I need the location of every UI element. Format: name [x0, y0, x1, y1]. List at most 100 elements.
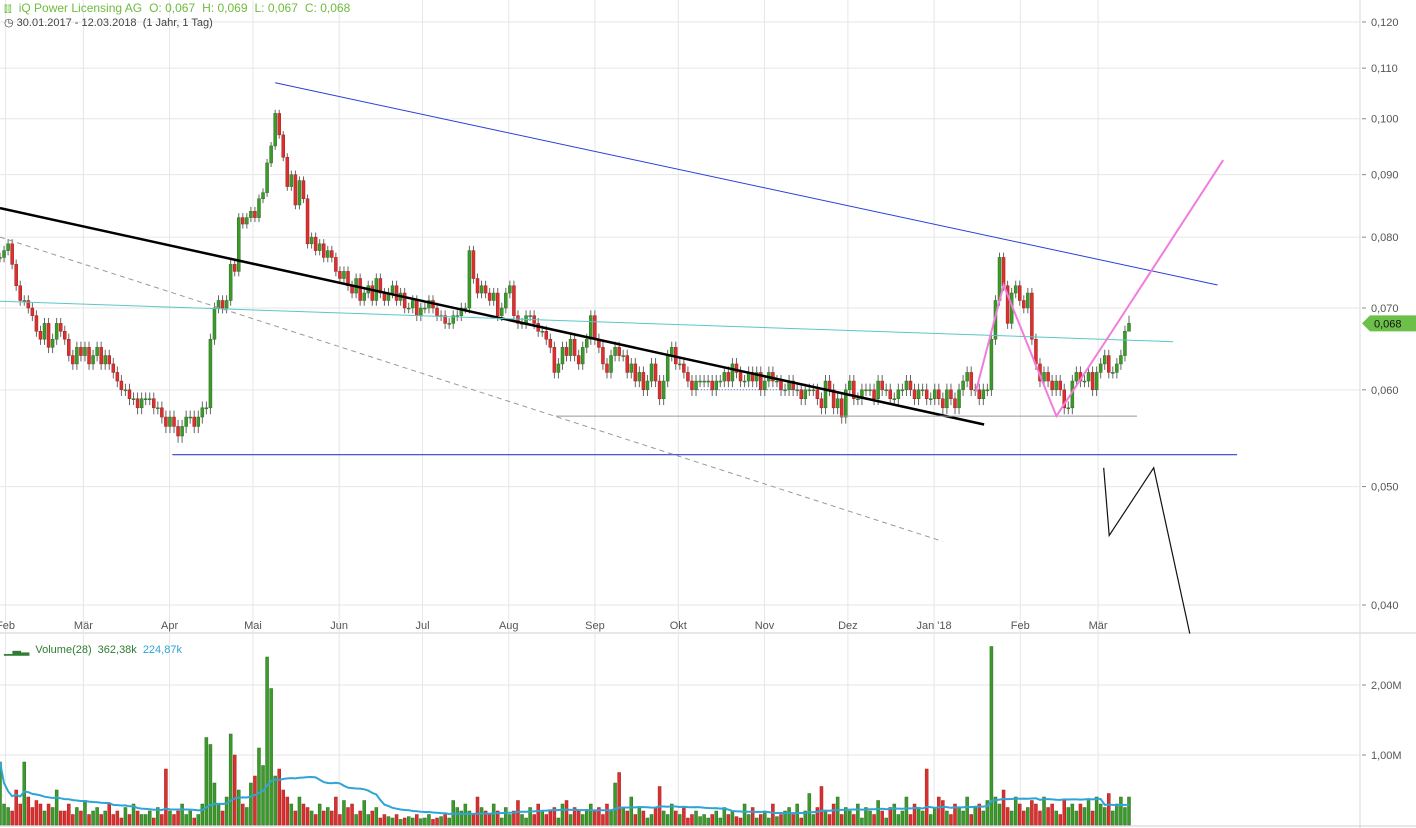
volume-bar [220, 810, 225, 826]
candle-body [843, 389, 848, 418]
volume-bar [965, 796, 969, 826]
candle-body [184, 416, 188, 427]
candle-body [228, 264, 233, 301]
candle-body [382, 292, 387, 301]
volume-value: 362,38k [97, 644, 137, 656]
volume-bar [864, 807, 868, 826]
volume-bar [99, 814, 103, 826]
candle-body [1062, 389, 1067, 409]
volume-bar [156, 807, 160, 826]
candle-body [362, 292, 366, 301]
volume-bar [241, 803, 245, 826]
candle-body [839, 398, 844, 418]
volume-bar [30, 807, 35, 826]
volume-bar [754, 817, 759, 826]
volume-bar [698, 816, 702, 826]
volume-bar [253, 775, 257, 826]
candle-body [763, 380, 767, 391]
candle-body [1022, 300, 1026, 309]
volume-bar [896, 814, 901, 826]
candle-body [856, 398, 860, 400]
candle-body [661, 380, 666, 399]
candle-body [406, 307, 411, 310]
volume-bar [75, 807, 79, 826]
candle-body [265, 162, 269, 193]
volume-bar [6, 807, 10, 826]
volume-bar [649, 814, 654, 826]
candle-body [111, 363, 116, 373]
x-tick-label: Mär [74, 620, 93, 632]
candle-body [637, 372, 642, 382]
resistance-line [275, 82, 1218, 286]
candle-body [815, 389, 820, 399]
volume-bar [937, 796, 941, 826]
candle-body [625, 355, 629, 373]
volume-bar [811, 814, 816, 826]
volume-bar [402, 817, 407, 826]
volume-bar [625, 810, 629, 826]
volume-bar [795, 803, 799, 826]
candle-body [864, 389, 868, 392]
volume-bar [500, 817, 504, 826]
candle-body [107, 355, 112, 365]
volume-bar [1005, 807, 1010, 826]
volume-bar [216, 803, 221, 826]
y-tick-label: 0,040 [1371, 600, 1399, 612]
candle-body [989, 338, 994, 391]
candle-body [714, 380, 718, 391]
volume-bar [799, 817, 803, 826]
candle-body [508, 285, 512, 294]
volume-bar [920, 810, 925, 826]
candle-body [653, 363, 658, 382]
volume-bar [908, 814, 913, 826]
x-tick-label: Okt [670, 620, 687, 632]
volume-bar [540, 810, 544, 826]
x-tick-label: Jan '18 [917, 620, 952, 632]
candle-body [273, 113, 277, 147]
low-value: L: 0,067 [254, 1, 298, 15]
candle-body [297, 180, 302, 206]
candle-body [83, 347, 87, 356]
volume-bar [289, 803, 294, 826]
y-tick-label: 0,120 [1371, 17, 1399, 29]
y-tick-label: 0,080 [1371, 232, 1399, 244]
candle-body [390, 285, 395, 294]
volume-bar [419, 818, 423, 826]
x-tick-label: Jul [416, 620, 430, 632]
candle-body [1066, 407, 1071, 410]
volume-bar [888, 807, 893, 826]
volume-bar [605, 803, 609, 826]
candle-body [1058, 380, 1062, 391]
volume-bar [641, 810, 646, 826]
volume-bar [1042, 796, 1046, 826]
volume-bar [730, 810, 735, 826]
date-range[interactable]: ◷ 30.01.2017 - 12.03.2018 (1 Jahr, 1 Tag… [4, 16, 213, 29]
volume-bar [427, 814, 431, 826]
candle-body [95, 347, 99, 356]
volume-bar [1050, 803, 1054, 826]
volume-bar [321, 810, 326, 826]
candle-body [491, 292, 496, 301]
volume-bar [556, 817, 561, 826]
volume-bar [495, 810, 500, 826]
candle-body [912, 389, 917, 399]
candle-body [593, 315, 597, 340]
volume-bar [997, 803, 1002, 826]
volume-bar [475, 796, 480, 826]
candle-body [605, 363, 609, 373]
candle-body [617, 347, 621, 356]
candle-body [775, 380, 779, 383]
volume-bar [281, 789, 286, 826]
candle-body [629, 363, 634, 373]
volume-bar [568, 814, 573, 826]
candle-body [62, 331, 67, 340]
candle-body [981, 389, 986, 399]
candle-body [924, 389, 929, 399]
volume-bar [1102, 807, 1107, 826]
volume-bar [560, 803, 565, 826]
candle-body [0, 257, 2, 259]
volume-bar [916, 807, 921, 826]
volume-bar [10, 810, 14, 826]
x-tick-label: Feb [1011, 620, 1030, 632]
